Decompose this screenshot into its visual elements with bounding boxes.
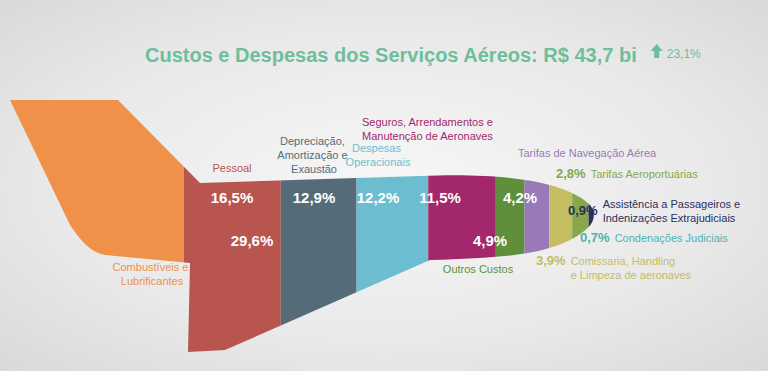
bar-segment <box>594 95 598 362</box>
bar-segment <box>184 95 281 362</box>
bar-segment <box>589 95 594 362</box>
labels: 29,6% Combustíveis e Lubrificantes 16,5% Pe… <box>113 116 744 287</box>
data-label: 12,2% <box>357 189 400 206</box>
data-label: 4,9% <box>473 232 507 249</box>
data-label: 0,7% <box>580 230 610 245</box>
data-label: 2,8% <box>556 166 586 181</box>
series-name: Seguros, Arrendamentos e Manutenção de A… <box>362 116 496 142</box>
series-name: Combustíveis e Lubrificantes <box>113 261 192 287</box>
annotation: 23,1% <box>667 47 701 61</box>
bar-segment <box>281 95 357 362</box>
series-name: Outros Custos <box>443 263 514 275</box>
series-name: Condenações Judiciais <box>615 232 729 244</box>
data-label: 0,9% <box>568 203 598 218</box>
data-label: 29,6% <box>231 232 274 249</box>
series-name: Assistência a Passageiros e Indenizações… <box>603 198 744 224</box>
bar-segment <box>10 95 184 362</box>
series-name: Tarifas Aeroportuárias <box>591 168 698 180</box>
series-name: Depreciação, Amortização e Exaustão <box>277 135 350 175</box>
series-name: Tarifas de Navegação Aérea <box>518 147 657 159</box>
bar-segment <box>496 95 525 362</box>
bar-segment <box>572 95 588 362</box>
data-label: 3,9% <box>536 253 566 268</box>
chart: Custos e Despesas dos Serviços Aéreos: R… <box>0 0 768 371</box>
data-label: 11,5% <box>419 189 461 206</box>
series-name: Pessoal <box>212 162 251 174</box>
bars <box>10 95 598 362</box>
series-name: Despesas Operacionais <box>346 142 411 168</box>
data-label: 12,9% <box>293 189 336 206</box>
bar-segment <box>549 95 572 362</box>
bar-segment <box>525 95 550 362</box>
up-arrow <box>651 44 663 58</box>
series-name: Comissaria, Handling e Limpeza de aerona… <box>571 255 692 281</box>
data-label: 4,2% <box>503 189 537 206</box>
data-label: 16,5% <box>211 189 254 206</box>
title: Custos e Despesas dos Serviços Aéreos: R… <box>145 44 637 66</box>
